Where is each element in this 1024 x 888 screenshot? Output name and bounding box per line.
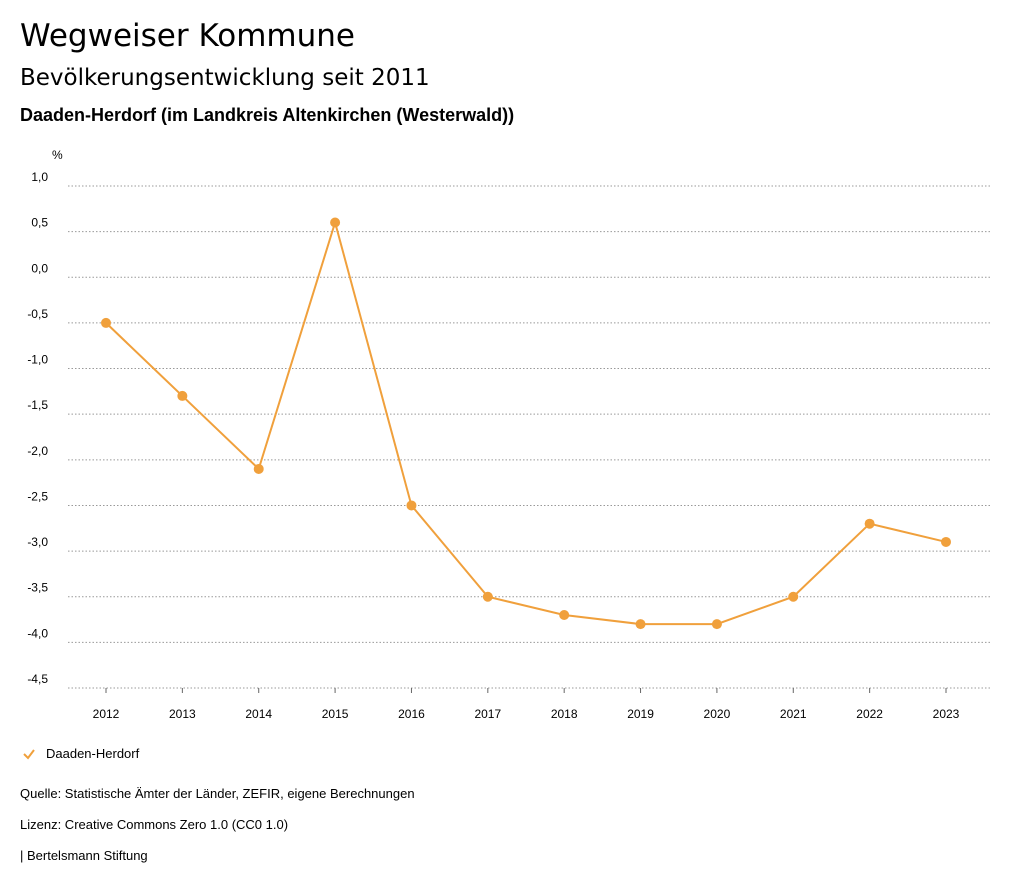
check-icon [23,748,35,760]
x-tick-label: 2021 [780,707,807,721]
x-tick-label: 2022 [856,707,883,721]
data-point [482,591,493,602]
legend-label: Daaden-Herdorf [46,746,140,761]
x-tick-label: 2023 [933,707,960,721]
data-point [788,591,799,602]
y-tick-label: 0,0 [31,261,48,275]
data-point [711,619,722,630]
x-tick-label: 2015 [322,707,349,721]
legend-item[interactable]: Daaden-Herdorf [22,746,139,761]
y-tick-label: -1,0 [27,353,48,367]
x-tick-label: 2016 [398,707,425,721]
series-line [105,218,947,626]
app-title: Wegweiser Kommune [20,18,355,54]
data-point [864,518,875,529]
y-tick-label: -2,5 [27,489,48,503]
y-tick-label: -1,5 [27,398,48,412]
y-tick-label: -0,5 [27,307,48,321]
data-point [941,536,951,547]
data-point [330,217,341,228]
publisher-text: | Bertelsmann Stiftung [20,848,148,863]
x-tick-label: 2018 [551,707,578,721]
y-tick-label: 0,5 [31,216,48,230]
y-axis-label: % [52,148,63,162]
data-point [177,390,188,401]
x-tick-label: 2017 [474,707,501,721]
data-point [101,317,111,328]
source-text: Quelle: Statistische Ämter der Länder, Z… [20,786,415,801]
y-tick-label: 1,0 [31,170,48,184]
line-chart: % 1,0 0,5 0,0 -0,5 -1,0 -1,5 -2,0 -2,5 -3,0 -3,5 -4… [27,148,990,721]
y-tick-label: -2,0 [27,444,48,458]
data-point [559,609,570,620]
y-tick-label: -4,5 [27,672,48,686]
data-point [406,500,417,511]
region-title: Daaden-Herdorf (im Landkreis Altenkirche… [20,105,515,125]
x-tick-label: 2014 [245,707,272,721]
license-text: Lizenz: Creative Commons Zero 1.0 (CC0 1… [20,817,289,832]
y-tick-label: -3,5 [27,581,48,595]
x-tick-label: 2019 [627,707,654,721]
data-point [253,463,264,474]
data-point [635,619,646,630]
x-tick-label: 2020 [704,707,731,721]
x-tick-label: 2013 [169,707,196,721]
y-tick-label: -4,0 [27,626,48,640]
chart-title: Bevölkerungsentwicklung seit 2011 [20,65,430,91]
y-tick-label: -3,0 [27,535,48,549]
x-tick-label: 2012 [93,707,120,721]
